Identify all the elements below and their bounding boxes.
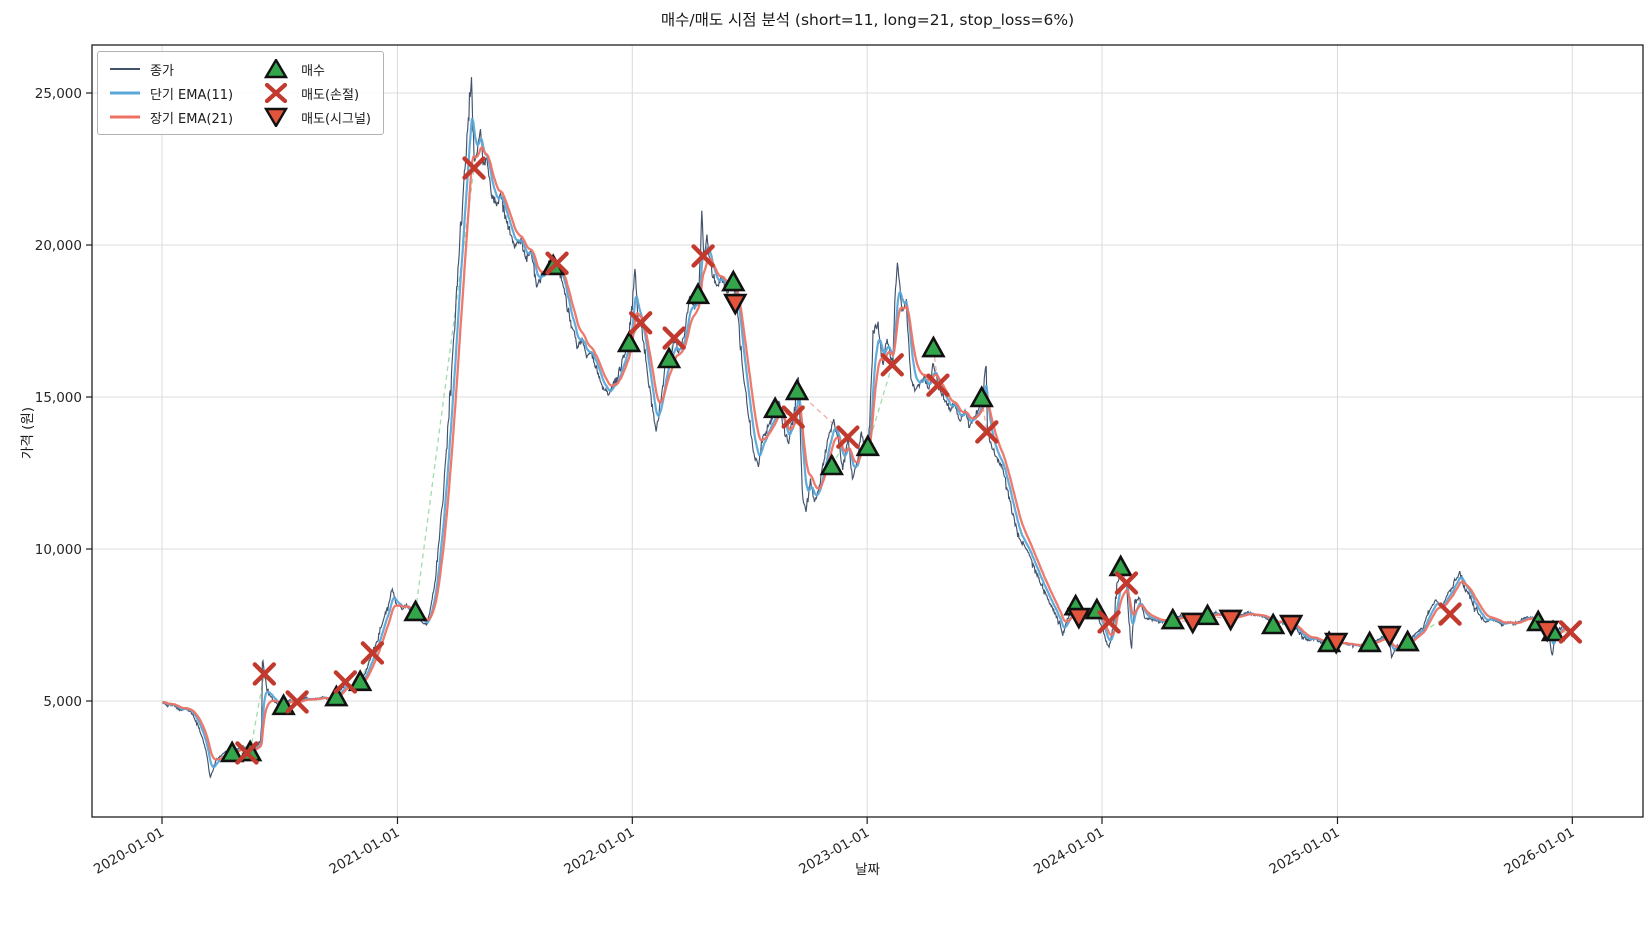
sell-stop-marker: [975, 420, 999, 444]
x-axis-label: 날짜: [855, 862, 880, 878]
sell-signal-marker: [1323, 632, 1349, 655]
sell-signal-marker: [1535, 620, 1560, 643]
buy-marker: [656, 346, 682, 369]
sell-stop-marker: [880, 353, 904, 377]
buy-marker: [347, 669, 373, 692]
sell-signal-marker: [1278, 614, 1304, 637]
sell-stop-marker: [1438, 602, 1462, 626]
sell-signal-marker: [1180, 612, 1205, 635]
sell-stop-marker: [252, 662, 276, 686]
legend-item-ema-short: 단기 EMA(11): [108, 82, 233, 104]
signal-markers: [219, 156, 1583, 765]
legend-label-close: 종가: [150, 63, 174, 79]
buy-marker: [855, 434, 881, 457]
buy-marker: [1160, 607, 1185, 630]
buy-marker: [324, 684, 349, 707]
sell-signal-marker: [1218, 609, 1243, 632]
sell-stop-marker: [360, 641, 385, 665]
buy-marker: [969, 385, 994, 408]
buy-marker: [721, 269, 746, 292]
sell-stop-marker: [462, 156, 486, 180]
buy-marker: [403, 599, 428, 622]
close-price-line: [162, 77, 1574, 779]
sell-signal-marker: [1377, 625, 1402, 648]
buy-marker: [1357, 630, 1382, 653]
buy-marker: [921, 335, 946, 358]
ema-short-line-swatch: [110, 91, 140, 95]
buy-marker: [819, 453, 844, 476]
y-tick-label: 15,000: [35, 390, 82, 406]
y-tick-label: 10,000: [35, 542, 82, 558]
legend-label-sell-stop: 매도(손절): [301, 87, 360, 103]
y-tick-label: 5,000: [43, 694, 82, 710]
legend-label-buy: 매수: [301, 63, 325, 79]
legend-item-buy: 매수: [259, 58, 371, 80]
buy-marker: [616, 330, 642, 353]
sell-stop-marker: [781, 405, 805, 429]
sell-stop-marker: [926, 373, 950, 397]
trade-connectors: [232, 168, 1571, 754]
legend-label-ema-long: 장기 EMA(21): [150, 111, 234, 127]
sell-stop-marker: [1558, 620, 1583, 644]
close-line-swatch: [110, 68, 140, 70]
buy-marker-icon: [263, 59, 289, 79]
series-lines: [162, 77, 1574, 779]
sell-signal-marker-icon: [263, 107, 289, 127]
sell-stop-marker: [628, 311, 653, 335]
sell-stop-marker: [662, 326, 686, 350]
buy-marker: [685, 282, 711, 305]
sell-stop-marker-icon: [264, 83, 288, 103]
sell-stop-marker: [691, 244, 715, 268]
y-axis-label: 가격 (원): [20, 406, 36, 460]
buy-marker: [1260, 612, 1286, 635]
legend: 종가 매수 단기 EMA(11) 매도(손절) 장기 EMA(21) 매도(시그: [97, 51, 385, 135]
sell-stop-marker: [1097, 610, 1121, 634]
buy-marker: [1108, 554, 1133, 577]
sell-signal-marker: [1066, 607, 1092, 630]
y-tick-label: 25,000: [35, 86, 82, 102]
sell-stop-marker: [545, 251, 569, 275]
y-tick-label: 20,000: [35, 238, 82, 254]
legend-label-ema-short: 단기 EMA(11): [150, 87, 234, 103]
sell-signal-marker: [723, 293, 748, 316]
buy-marker: [762, 396, 788, 419]
chart-title: 매수/매도 시점 분석 (short=11, long=21, stop_los…: [660, 11, 1075, 29]
buy-marker: [219, 740, 245, 763]
legend-item-sell-signal: 매도(시그널): [259, 106, 371, 128]
buy-marker: [784, 378, 810, 401]
sell-stop-marker: [285, 690, 309, 714]
sell-stop-marker: [333, 670, 358, 694]
ema-long-line-swatch: [110, 115, 140, 119]
sell-stop-marker: [235, 741, 259, 765]
legend-item-sell-stop: 매도(손절): [259, 82, 371, 104]
buy-marker: [1395, 629, 1420, 652]
gridlines: [92, 45, 1643, 817]
legend-label-sell-signal: 매도(시그널): [301, 111, 372, 127]
sell-stop-marker: [1114, 571, 1139, 595]
legend-item-ema-long: 장기 EMA(21): [108, 106, 233, 128]
trade-connector: [981, 397, 988, 433]
sell-stop-marker: [836, 425, 860, 449]
legend-item-close: 종가: [108, 58, 233, 80]
